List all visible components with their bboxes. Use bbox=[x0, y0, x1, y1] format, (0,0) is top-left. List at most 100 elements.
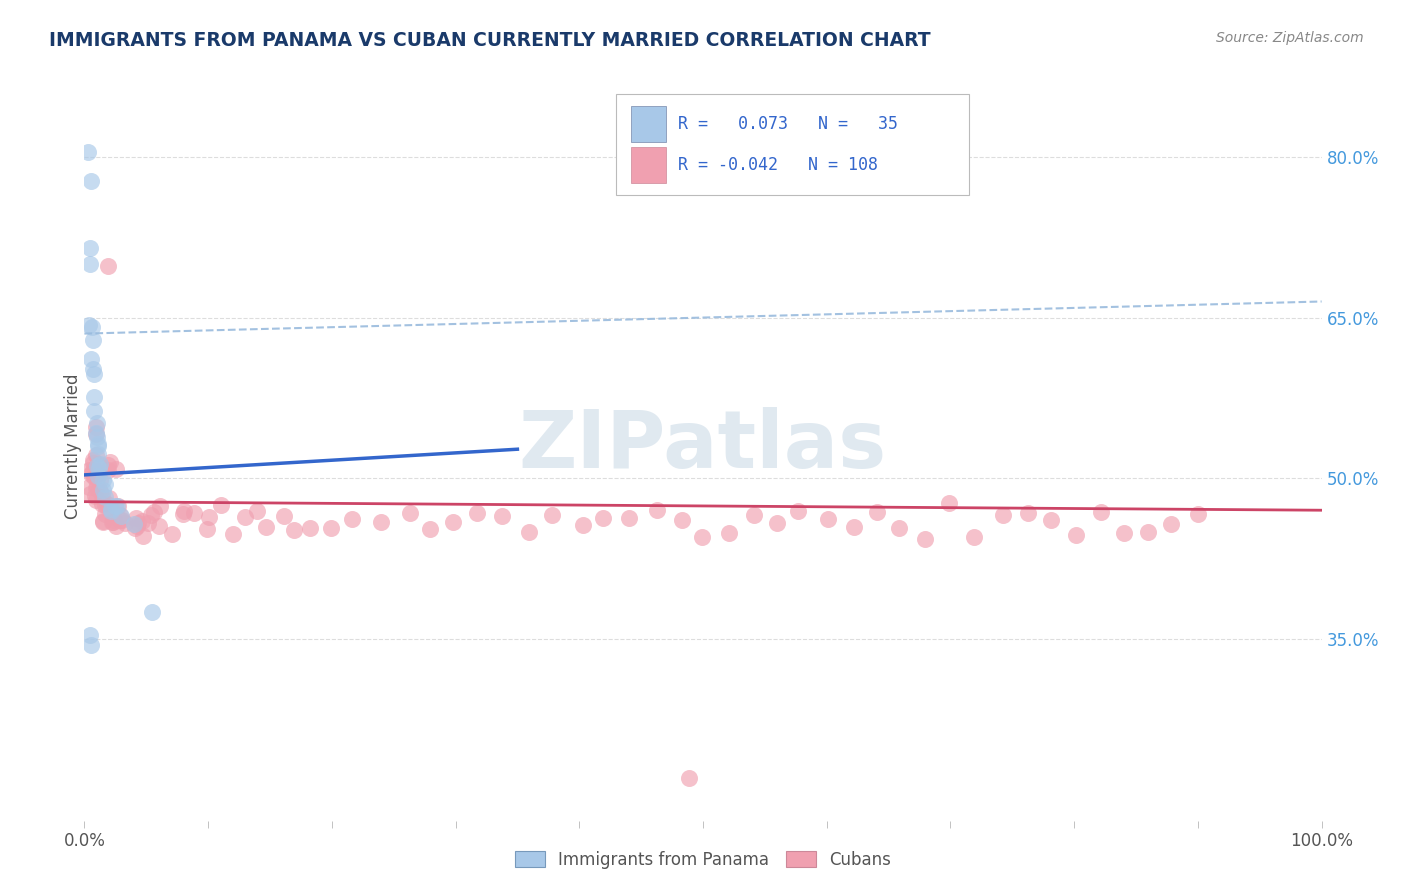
Point bbox=[742, 508, 765, 522]
Point bbox=[842, 520, 865, 534]
Point bbox=[79, 241, 101, 255]
Point bbox=[160, 527, 183, 541]
Point bbox=[82, 362, 104, 376]
Point bbox=[79, 463, 101, 477]
Point bbox=[82, 453, 104, 467]
Point bbox=[82, 333, 104, 347]
Point bbox=[540, 508, 562, 523]
Point bbox=[678, 771, 700, 785]
Point bbox=[101, 515, 124, 529]
Point bbox=[491, 509, 513, 524]
Point bbox=[87, 468, 110, 483]
Point bbox=[283, 523, 305, 537]
Point bbox=[80, 320, 103, 334]
Point bbox=[273, 508, 295, 523]
Point bbox=[86, 426, 108, 441]
Point bbox=[97, 259, 120, 273]
Point bbox=[77, 145, 100, 159]
Point bbox=[419, 522, 441, 536]
Point bbox=[1160, 516, 1182, 531]
Point bbox=[671, 513, 693, 527]
Point bbox=[114, 516, 136, 531]
Point bbox=[786, 504, 808, 518]
Point bbox=[131, 514, 153, 528]
Point bbox=[141, 606, 163, 620]
Point bbox=[80, 174, 103, 188]
Point bbox=[91, 483, 114, 498]
Point bbox=[94, 507, 117, 521]
Point bbox=[83, 367, 105, 381]
Point bbox=[83, 469, 105, 483]
Point bbox=[298, 521, 321, 535]
Bar bbox=[631, 106, 666, 142]
Point bbox=[692, 530, 714, 544]
Point bbox=[77, 318, 100, 332]
Point bbox=[82, 463, 104, 477]
Point bbox=[91, 497, 114, 511]
Point bbox=[136, 516, 159, 530]
Point bbox=[103, 513, 125, 527]
Text: Source: ZipAtlas.com: Source: ZipAtlas.com bbox=[1216, 31, 1364, 45]
Point bbox=[233, 509, 256, 524]
Point bbox=[246, 504, 269, 518]
Point bbox=[91, 514, 114, 528]
Point bbox=[89, 474, 111, 488]
Point bbox=[84, 489, 107, 503]
Point bbox=[441, 515, 464, 529]
Point bbox=[93, 515, 115, 529]
Point bbox=[963, 530, 986, 544]
Text: R = -0.042   N = 108: R = -0.042 N = 108 bbox=[678, 156, 879, 174]
Point bbox=[84, 467, 107, 481]
Point bbox=[173, 503, 195, 517]
Point bbox=[110, 509, 132, 524]
Point bbox=[97, 463, 120, 477]
Point bbox=[124, 511, 146, 525]
Point bbox=[86, 471, 108, 485]
Point bbox=[209, 498, 232, 512]
Point bbox=[105, 499, 128, 513]
Point bbox=[183, 506, 205, 520]
Point bbox=[195, 522, 218, 536]
Y-axis label: Currently Married: Currently Married bbox=[65, 373, 82, 519]
Point bbox=[887, 521, 910, 535]
Text: ZIPatlas: ZIPatlas bbox=[519, 407, 887, 485]
Point bbox=[90, 459, 112, 474]
Point bbox=[1137, 525, 1160, 540]
Point bbox=[93, 498, 115, 512]
Point bbox=[80, 352, 103, 367]
Point bbox=[914, 532, 936, 546]
Bar bbox=[616, 94, 969, 195]
Point bbox=[91, 474, 114, 488]
Point bbox=[108, 508, 131, 523]
Point bbox=[370, 515, 392, 529]
Point bbox=[84, 425, 107, 440]
Point bbox=[79, 628, 101, 642]
Point bbox=[83, 469, 105, 483]
Point bbox=[572, 518, 595, 533]
Point bbox=[105, 461, 128, 475]
Point bbox=[86, 416, 108, 430]
Point bbox=[340, 512, 363, 526]
Point bbox=[83, 391, 105, 405]
Point bbox=[87, 460, 110, 475]
Point bbox=[96, 458, 118, 472]
Point bbox=[132, 529, 155, 543]
Point bbox=[765, 516, 787, 530]
Point bbox=[96, 497, 118, 511]
Point bbox=[91, 490, 114, 504]
Point bbox=[98, 455, 121, 469]
Point bbox=[86, 458, 108, 473]
Point bbox=[100, 500, 122, 514]
Point bbox=[79, 467, 101, 482]
Point bbox=[1017, 506, 1039, 520]
Point bbox=[77, 480, 100, 494]
Point bbox=[89, 457, 111, 471]
Point bbox=[86, 430, 108, 444]
Point bbox=[101, 515, 124, 529]
Point bbox=[122, 516, 145, 531]
Point bbox=[105, 519, 128, 533]
Point bbox=[645, 503, 668, 517]
Point bbox=[1187, 507, 1209, 521]
Point bbox=[124, 521, 146, 535]
Point bbox=[592, 510, 614, 524]
